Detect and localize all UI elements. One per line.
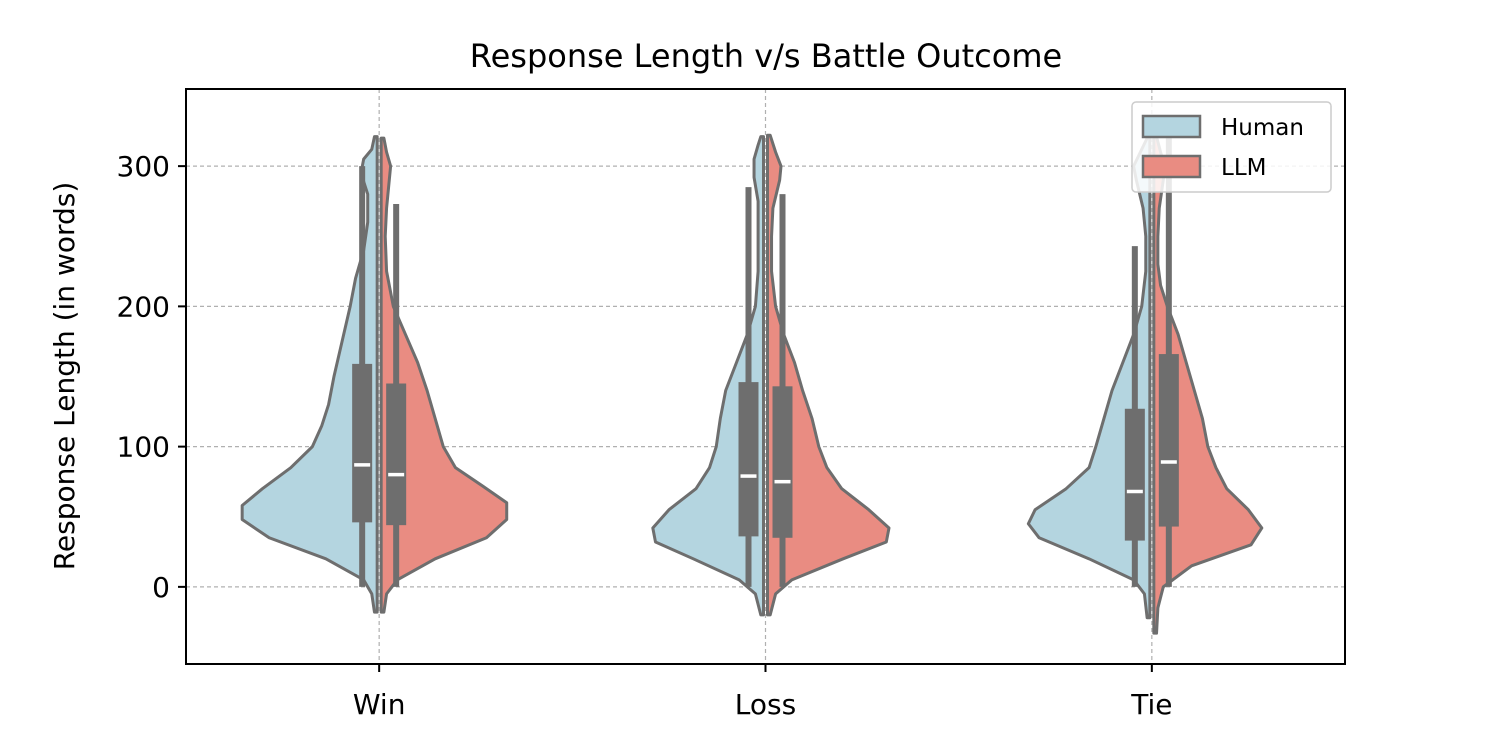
grid-lines [186,89,1345,664]
violin-human-loss [651,135,765,617]
violins [240,133,1264,635]
y-tick-label-300: 300 [117,150,170,183]
violin-llm-loss [766,133,891,617]
box-human-win [352,363,373,523]
y-tick-label-0: 0 [152,571,170,604]
violin-llm-win [379,136,509,614]
box-human-loss [738,382,759,537]
axes: 0 100 200 300 Win Loss Tie [117,88,1346,721]
x-tick-label-win: Win [353,688,406,721]
y-tick-label-100: 100 [117,431,170,464]
legend: Human LLM [1131,101,1332,193]
x-tick-label-tie: Tie [1130,688,1172,721]
legend-label-human: Human [1221,115,1304,141]
legend-swatch-llm [1141,154,1202,179]
x-tick-label-loss: Loss [735,688,796,721]
box-llm-win [386,383,407,526]
chart-title: Response Length v/s Battle Outcome [470,37,1062,75]
legend-label-llm: LLM [1221,155,1266,181]
y-tick-label-200: 200 [117,290,170,323]
y-axis-label: Response Length (in words) [48,182,81,571]
box-llm-tie [1158,354,1179,527]
box-human-tie [1124,408,1145,541]
violin-human-win [240,135,379,614]
legend-swatch-human [1141,114,1202,139]
box-llm-loss [772,386,793,538]
